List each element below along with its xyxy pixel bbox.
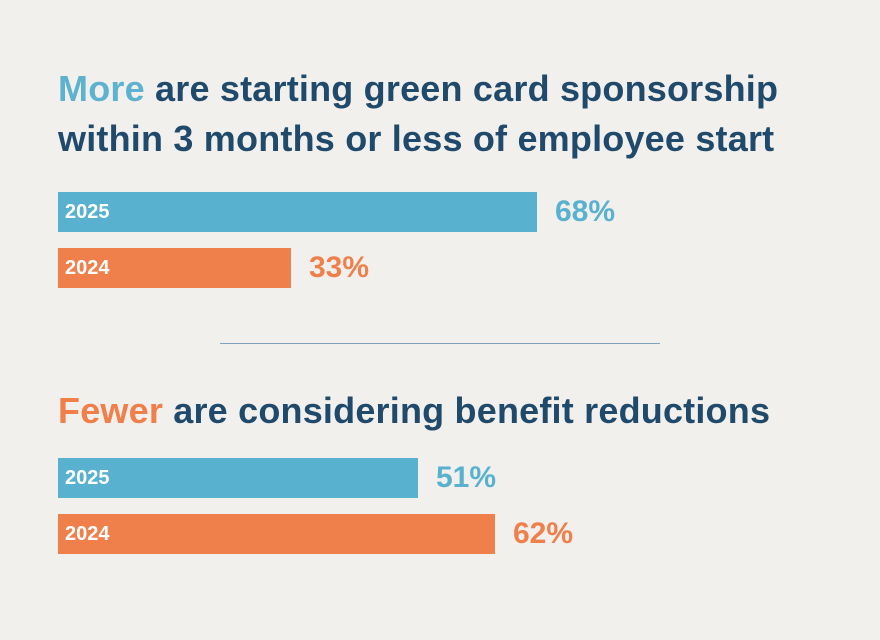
bar-2024: 2024	[58, 248, 291, 288]
bar-value-label: 68%	[555, 195, 616, 228]
bar-category-label: 2025	[65, 467, 110, 489]
chart-panel-1: More are starting green card sponsorship…	[58, 64, 838, 288]
bar-row-2024: 2024 33%	[58, 248, 838, 288]
bar-2025: 2025	[58, 192, 537, 232]
bar-value-label: 33%	[309, 251, 370, 284]
section-divider	[220, 343, 660, 344]
chart-1-bars: 2025 68% 2024 33%	[58, 192, 838, 292]
bar-row-2024: 2024 62%	[58, 514, 838, 554]
bar-category-label: 2025	[65, 201, 110, 223]
bar-value-label: 62%	[513, 517, 574, 550]
chart-panel-2: Fewer are considering benefit reductions…	[58, 386, 838, 554]
bar-row-2025: 2025 51%	[58, 458, 838, 498]
bar-2024: 2024	[58, 514, 495, 554]
bar-value-label: 51%	[436, 461, 497, 494]
chart-1-title-accent: More	[58, 68, 145, 109]
chart-1-title: More are starting green card sponsorship…	[58, 64, 838, 164]
chart-2-bars: 2025 51% 2024 62%	[58, 458, 838, 558]
bar-category-label: 2024	[65, 523, 110, 545]
bar-row-2025: 2025 68%	[58, 192, 838, 232]
chart-2-title-rest: are considering benefit reductions	[163, 390, 771, 431]
bar-category-label: 2024	[65, 257, 110, 279]
chart-2-title: Fewer are considering benefit reductions	[58, 386, 838, 436]
chart-1-title-rest: are starting green card sponsorship with…	[58, 68, 779, 159]
chart-2-title-accent: Fewer	[58, 390, 164, 431]
bar-2025: 2025	[58, 458, 418, 498]
